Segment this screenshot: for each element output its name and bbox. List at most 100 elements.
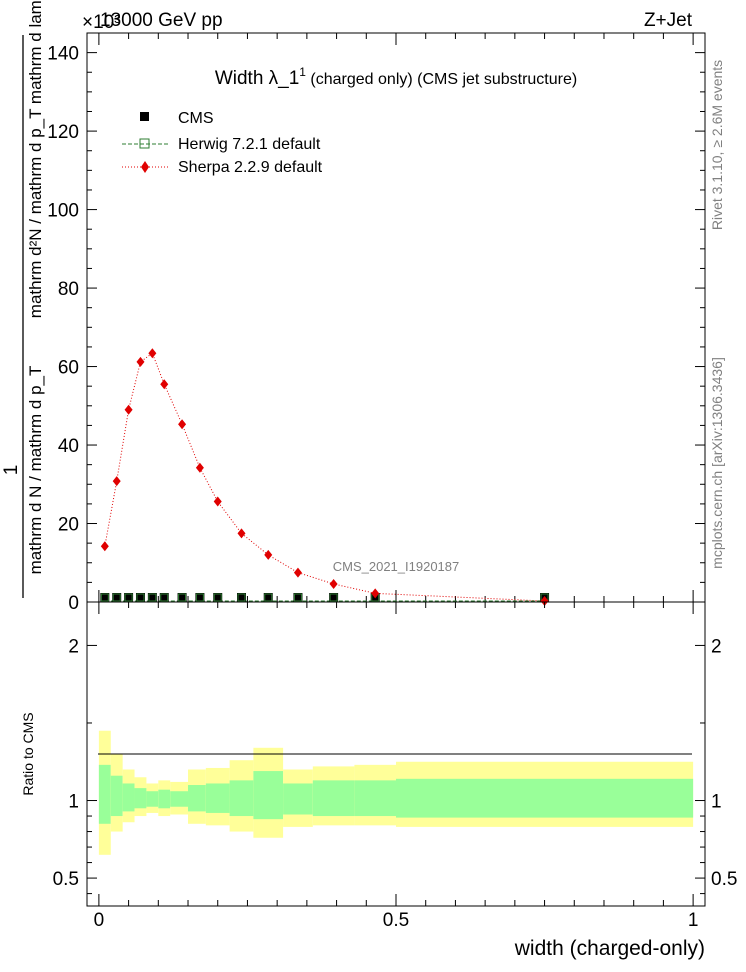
legend-cms-marker [140,112,149,121]
ratio-inner-band-bin [146,791,159,807]
ratio-y-tick-label-right: 0.5 [711,869,737,890]
ratio-y-tick-label-right: 1 [711,792,722,813]
sherpa-point [195,462,204,473]
cms-point [112,593,122,602]
cms-point [159,593,169,602]
x-axis-label: width (charged-only) [514,937,705,960]
ratio-y-tick-label: 1 [68,792,79,813]
herwig-point [100,593,109,602]
cms-point [293,593,303,602]
main-y-ticks: 0 20 40 60 80 100 120 140 [47,44,705,614]
rivet-label: Rivet 3.1.10, ≥ 2.6M events [709,60,725,230]
herwig-point [293,593,302,602]
sherpa-point [237,528,246,539]
cms-point [195,593,205,602]
ratio-bands [98,730,694,855]
ratio-y-tick-label: 0.5 [53,869,79,890]
ratio-inner-band-bin [396,778,694,818]
ratio-panel: 0.5 0.51 12 2 0 0.5 1 Ratio to CMS width (cha… [20,601,737,960]
cms-point [135,593,145,602]
main-y-tick-label: 20 [58,515,79,536]
cms-point [177,593,187,602]
main-panel: 0 20 40 60 80 100 120 140 Width λ_11 (charged o… [47,32,706,614]
ratio-y-tick-label-right: 2 [711,636,722,657]
ratio-inner-band-bin [170,791,189,807]
cms-point [124,593,134,602]
ratio-inner-band-bin [253,771,284,820]
sherpa-point [540,596,549,607]
cms-point [213,593,223,602]
cms-point [147,593,157,602]
herwig-point [112,593,121,602]
ratio-inner-band-bin [354,780,396,817]
legend-cms-label: CMS [178,110,214,127]
cms-point [237,593,246,602]
main-ylabel: 1 mathrm d N / mathrm d p_T mathrm d²N /… [1,0,45,598]
sherpa-point [148,348,157,359]
ratio-ylabel: Ratio to CMS [20,712,36,795]
header-process: Z+Jet [644,10,693,31]
ratio-inner-band-bin [134,788,147,809]
herwig-point [178,593,187,602]
main-y-tick-label: 60 [58,358,79,379]
header-energy: 13000 GeV pp [100,10,223,31]
ratio-x-ticks: 0 0.5 1 [94,602,699,931]
main-series [100,348,550,607]
sherpa-point [264,549,273,560]
cms-point [100,593,110,602]
herwig-point [264,593,273,602]
main-ylabel-numerator: 1 [1,465,22,476]
main-y-tick-label: 100 [47,201,79,222]
herwig-point [160,593,169,602]
legend-sherpa-marker [141,161,149,173]
ratio-y-ticks: 0.5 0.5 1 1 2 2 [53,636,737,895]
analysis-id: CMS_2021_I1920187 [333,559,460,574]
herwig-point [124,593,133,602]
ratio-y-tick-label: 2 [68,636,79,657]
sherpa-point [160,379,169,390]
ratio-x-tick-label: 1 [688,910,699,931]
sherpa-point [329,578,338,589]
legend: CMS Herwig 7.2.1 default Sherpa 2.2.9 de… [122,110,323,176]
ratio-inner-band-bin [229,780,254,817]
herwig-point [148,593,157,602]
cms-point [329,593,339,602]
main-y-tick-label: 140 [47,44,79,65]
legend-sherpa-label: Sherpa 2.2.9 default [178,159,323,176]
herwig-point [329,593,338,602]
ratio-inner-band-bin [312,780,355,817]
ratio-x-tick-label: 0 [94,910,105,931]
ratio-inner-band-bin [122,783,135,812]
sherpa-point [371,588,380,599]
ratio-inner-band-bin [158,789,171,809]
sherpa-point [178,419,187,430]
herwig-point [237,593,246,602]
ratio-inner-band-bin [205,783,230,813]
ratio-inner-band-bin [98,764,111,824]
sherpa-point [136,356,145,367]
herwig-point [195,593,204,602]
mcplots-label: mcplots.cern.ch [arXiv:1306.3436] [709,357,725,569]
herwig-point [213,593,222,602]
sherpa-point [112,476,121,487]
ratio-inner-band-bin [188,785,206,812]
legend-herwig-label: Herwig 7.2.1 default [178,136,321,153]
ratio-inner-band-bin [283,783,313,815]
main-ylabel-denominator: mathrm d N / mathrm d p_T [26,366,45,575]
main-y-tick-label: 40 [58,436,79,457]
sherpa-point [124,404,133,415]
herwig-point [136,593,145,602]
ratio-x-tick-label: 0.5 [383,910,409,931]
ratio-inner-band-bin [110,775,123,817]
main-ylabel-derivative: mathrm d²N / mathrm d p_T mathrm d lambd… [26,0,45,318]
main-y-tick-label: 0 [68,593,79,614]
main-y-tick-label: 120 [47,122,79,143]
legend-herwig-marker [139,138,150,149]
sherpa-point [293,567,302,578]
sherpa-line [104,352,545,602]
cms-point [263,593,273,602]
header-exponent-marker: ×10³ [82,12,121,33]
sherpa-point [100,541,109,552]
sherpa-point [213,496,222,507]
